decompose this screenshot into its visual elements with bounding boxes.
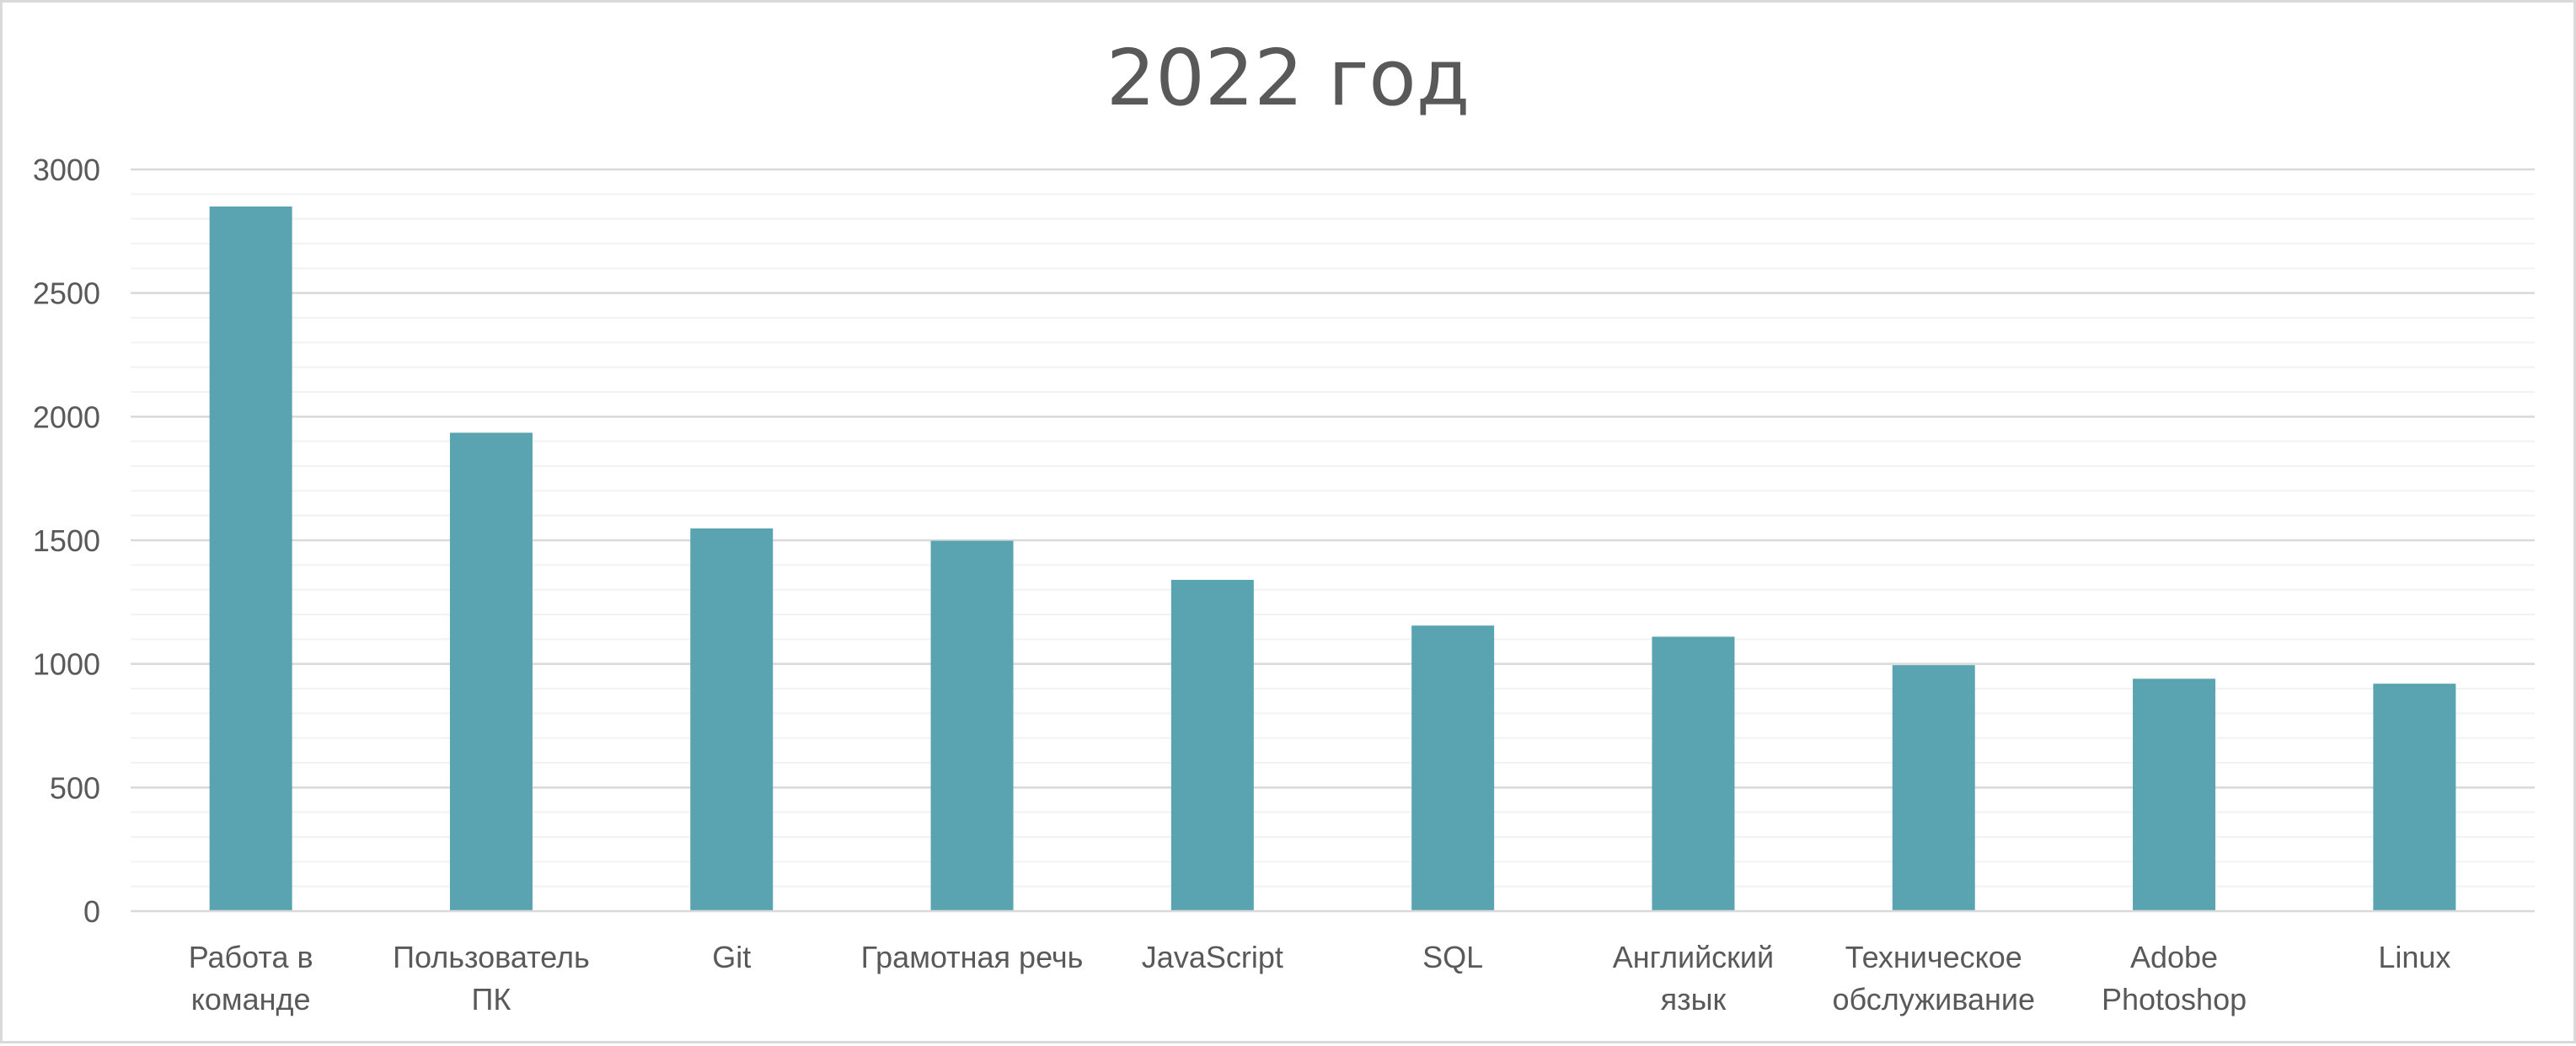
x-category-label: Работа в команде [189, 940, 313, 1016]
bar [449, 432, 533, 911]
x-category-label-line: команде [191, 982, 311, 1016]
x-category-label-line: Английский [1613, 940, 1774, 974]
x-category-label-line: язык [1661, 982, 1727, 1016]
y-tick-label: 3000 [33, 153, 100, 187]
x-category-label-line: ПК [472, 982, 511, 1016]
y-tick-label: 2000 [33, 400, 100, 434]
bar [1170, 579, 1254, 911]
x-category-label: Пользователь ПК [393, 940, 590, 1016]
bar [1411, 625, 1495, 911]
bars [209, 207, 2456, 911]
bar [930, 540, 1014, 911]
x-axis-category-labels: Работа в команде Пользователь ПК Git Грамотна… [189, 940, 2451, 1016]
y-tick-label: 2500 [33, 276, 100, 311]
x-category-label-line: обслуживание [1832, 982, 2035, 1016]
bar [1652, 636, 1735, 911]
x-category-label-line: JavaScript [1142, 940, 1283, 974]
x-category-label-line: Linux [2378, 940, 2450, 974]
x-category-label: Английский язык [1613, 940, 1774, 1016]
x-category-label: Git [712, 940, 751, 974]
x-category-label-line: Photoshop [2102, 982, 2247, 1016]
x-category-label: Техническое обслуживание [1832, 940, 2035, 1016]
x-category-label-line: Adobe [2130, 940, 2218, 974]
x-category-label: JavaScript [1142, 940, 1283, 974]
x-category-label: Грамотная речь [861, 940, 1084, 974]
y-tick-label: 1000 [33, 647, 100, 682]
y-tick-label: 500 [50, 770, 100, 805]
y-tick-label: 1500 [33, 523, 100, 558]
x-category-label: Linux [2378, 940, 2450, 974]
x-category-label-line: SQL [1422, 940, 1483, 974]
bar-chart: 0 500 1000 1500 2000 2500 3000 Работа в команде… [33, 153, 2535, 1016]
bar [690, 528, 774, 911]
x-category-label-line: Грамотная речь [861, 940, 1084, 974]
bar [1892, 665, 1975, 911]
x-category-label: SQL [1422, 940, 1483, 974]
chart-title: 2022 год [1106, 33, 1470, 123]
x-category-label: Adobe Photoshop [2102, 940, 2247, 1016]
y-axis-tick-labels: 0 500 1000 1500 2000 2500 3000 [33, 153, 100, 929]
x-category-label-line: Пользователь [393, 940, 590, 974]
bar [2373, 684, 2456, 911]
bar [209, 207, 292, 911]
bar [2133, 679, 2216, 911]
x-category-label-line: Техническое [1845, 940, 2022, 974]
x-category-label-line: Работа в [189, 940, 313, 974]
y-tick-label: 0 [83, 894, 100, 929]
x-category-label-line: Git [712, 940, 751, 974]
